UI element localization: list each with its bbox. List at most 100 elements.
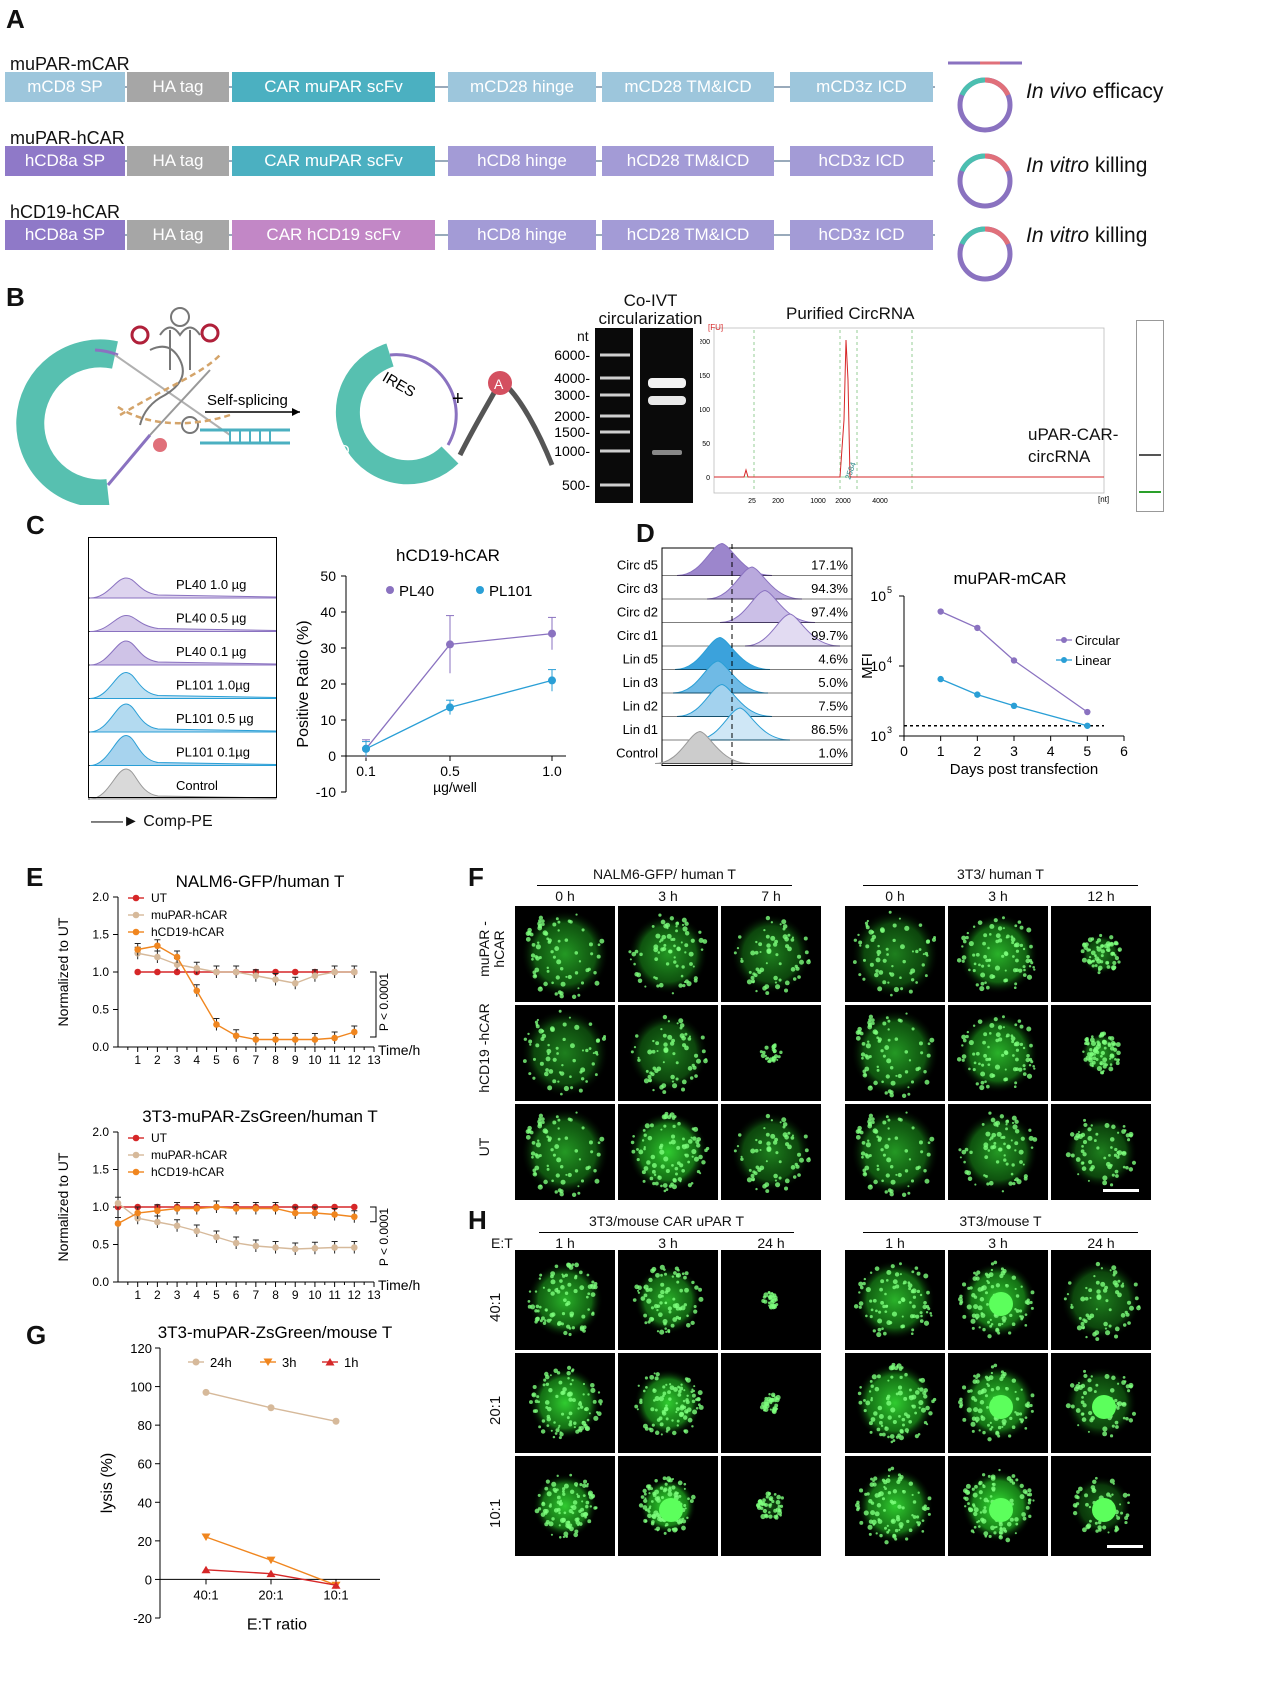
microscopy-image: [721, 1456, 821, 1556]
cell-dot: [676, 1492, 679, 1495]
cell-dot: [876, 1135, 880, 1139]
cell-dot: [878, 970, 884, 975]
cell-dot: [884, 1091, 888, 1095]
cell-dot: [758, 1140, 763, 1145]
chart-g-ytick-label: 0: [145, 1572, 152, 1587]
chart-d-xtick-label: 0: [900, 743, 908, 759]
cell-dot: [1089, 1519, 1092, 1523]
cell-dot: [633, 962, 636, 966]
chart-c-legend-marker: [476, 586, 484, 594]
panel-f-group1-title: NALM6-GFP/ human T: [537, 866, 792, 886]
chart-d-point: [1010, 702, 1018, 710]
cell-dot: [925, 1311, 929, 1314]
cell-dot: [1005, 1119, 1010, 1124]
cell-dot: [1003, 1142, 1006, 1146]
cell-dot: [972, 969, 976, 973]
cell-dot: [579, 1285, 585, 1291]
cell-dot: [1022, 1163, 1025, 1166]
cell-dot: [535, 1043, 540, 1048]
cell-dot: [644, 1123, 650, 1129]
cell-dot: [663, 923, 668, 929]
spheroid-image: [755, 1491, 785, 1520]
cell-dot: [562, 1022, 567, 1027]
cell-dot: [1015, 1397, 1020, 1401]
panel-f-time-label: 7 h: [761, 888, 781, 904]
cell-dot: [695, 1058, 701, 1064]
cell-dot: [1025, 958, 1030, 964]
cell-dot: [989, 974, 995, 980]
cell-dot: [559, 994, 564, 999]
cell-dot: [773, 975, 778, 981]
chart-e-xtick-label: 12: [348, 1053, 362, 1067]
cell-dot: [993, 1363, 998, 1368]
cell-dot: [997, 926, 1003, 931]
cell-dot: [1089, 1167, 1094, 1172]
cell-dot: [876, 1068, 880, 1072]
cell-dot: [657, 1293, 663, 1299]
chart-e-xtick-label: 1: [134, 1053, 141, 1067]
cell-dot: [1015, 968, 1019, 972]
cell-dot: [655, 1512, 660, 1518]
cell-dot: [566, 1416, 570, 1420]
cell-dot: [796, 1152, 802, 1157]
cell-dot: [967, 1502, 970, 1505]
chart-g-ylabel: lysis (%): [99, 1453, 116, 1513]
cell-dot: [1116, 1406, 1120, 1410]
cell-dot: [678, 1018, 684, 1024]
cell-dot: [748, 1168, 752, 1172]
chart-e-title: NALM6-GFP/human T: [176, 872, 345, 891]
cell-dot: [682, 1519, 687, 1524]
cell-dot: [917, 1491, 920, 1494]
cell-dot: [882, 958, 887, 963]
cell-dot: [746, 1177, 753, 1183]
cell-dot: [577, 993, 581, 997]
cell-dot: [663, 1124, 667, 1128]
cell-dot: [1114, 1058, 1117, 1061]
cell-dot: [904, 925, 910, 931]
cell-dot: [698, 1287, 703, 1292]
cell-dot: [1092, 959, 1095, 963]
cell-dot: [876, 1036, 880, 1040]
cell-dot: [988, 958, 992, 962]
cell-dot: [1024, 1416, 1028, 1420]
cell-dot: [698, 1404, 704, 1410]
cell-dot: [762, 986, 767, 991]
cell-dot: [669, 1385, 675, 1391]
cell-dot: [1019, 1483, 1024, 1489]
cell-dot: [689, 962, 693, 966]
cell-dot: [643, 1286, 646, 1289]
cell-dot: [1070, 1153, 1075, 1158]
chart-c-title: hCD19-hCAR: [396, 546, 500, 565]
cell-dot: [1091, 964, 1095, 968]
cell-dot: [665, 1330, 668, 1334]
plasmid-icon-1: [957, 77, 1013, 133]
construct-segment: mCD28 hinge: [448, 72, 596, 102]
cell-dot: [767, 1060, 770, 1063]
cell-dot: [965, 1034, 969, 1039]
chart-e-point: [213, 1203, 220, 1211]
cell-dot: [679, 1288, 683, 1293]
cell-dot: [962, 1488, 968, 1494]
chart-e-point: [114, 1199, 122, 1207]
cell-dot: [1124, 1380, 1127, 1383]
cell-dot: [1102, 1525, 1107, 1530]
chart-g-xtick-label: 20:1: [258, 1587, 283, 1602]
cell-dot: [911, 950, 915, 953]
cell-dot: [966, 1030, 970, 1034]
chart-e-point: [232, 1239, 240, 1247]
cell-dot: [681, 965, 685, 969]
cell-dot: [890, 1407, 896, 1413]
cell-dot: [638, 1149, 644, 1155]
chart-d-point: [1010, 657, 1018, 664]
microscopy-image: [948, 1353, 1048, 1453]
cell-dot: [1019, 1042, 1024, 1047]
cell-dot: [967, 1507, 972, 1511]
cell-dot: [675, 1077, 679, 1081]
cell-dot: [956, 958, 962, 963]
panel-h-time-label: 1 h: [555, 1235, 575, 1251]
cell-dot: [778, 978, 782, 982]
cell-dot: [875, 1309, 878, 1313]
cell-dot: [550, 1291, 555, 1296]
cell-dot: [693, 976, 698, 981]
cell-dot: [590, 1150, 594, 1154]
